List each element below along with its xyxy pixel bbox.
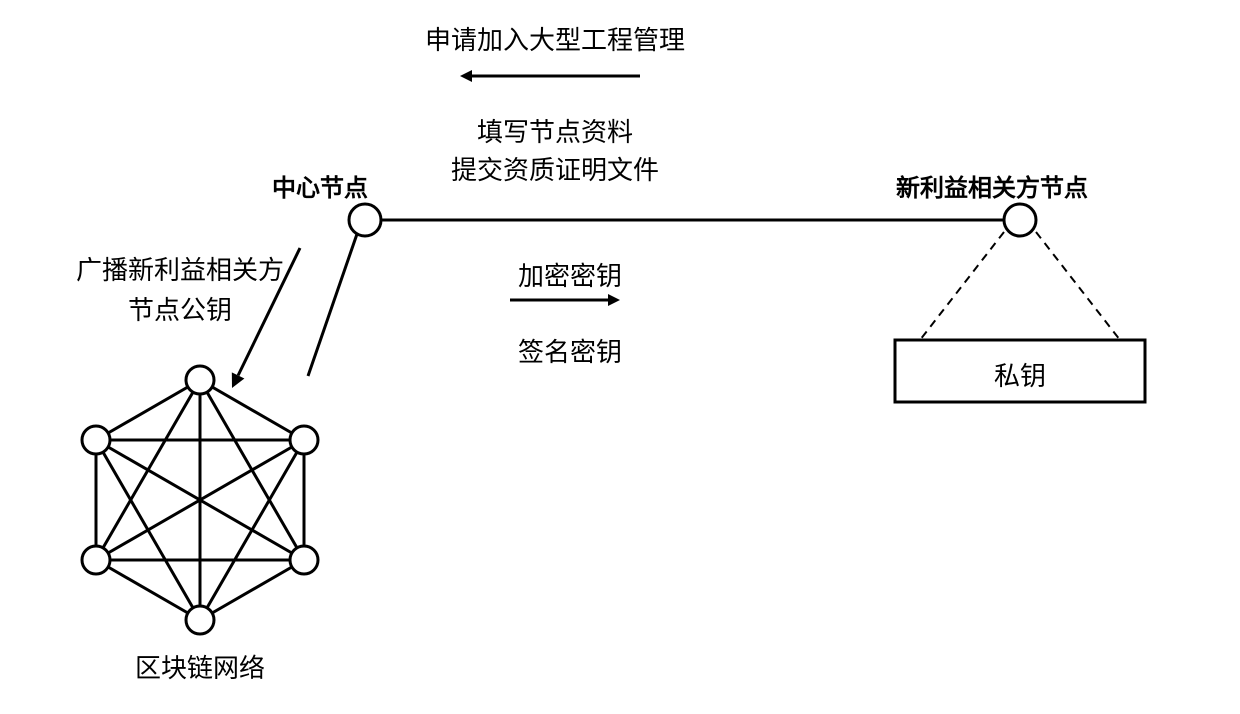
private-key-label: 私钥: [820, 356, 1220, 393]
fill-info-line2: 提交资质证明文件: [355, 150, 755, 187]
sign-key-label: 签名密钥: [370, 332, 770, 369]
blockchain-network-label: 区块链网络: [0, 648, 400, 685]
fill-info-line1: 填写节点资料: [355, 112, 755, 149]
broadcast-line1: 广播新利益相关方: [0, 250, 380, 287]
apply-join-label: 申请加入大型工程管理: [355, 20, 755, 57]
encrypt-key-label: 加密密钥: [370, 256, 770, 293]
broadcast-line2: 节点公钥: [0, 290, 380, 327]
new-stakeholder-label: 新利益相关方节点: [792, 168, 1192, 203]
